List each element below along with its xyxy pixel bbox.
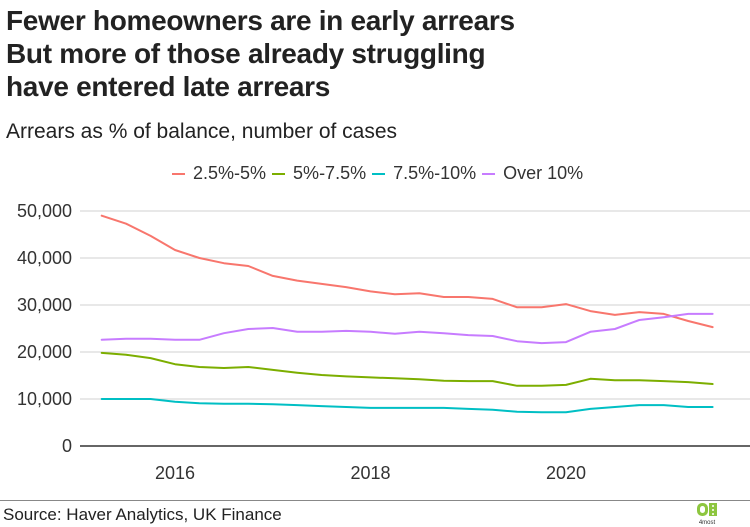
title-line-2: But more of those already struggling xyxy=(6,38,486,69)
legend-label: 2.5%-5% xyxy=(193,163,267,183)
y-tick-label: 40,000 xyxy=(17,248,72,268)
title-line-1: Fewer homeowners are in early arrears xyxy=(6,5,515,36)
line-chart: 0 10,000 20,000 30,000 40,000 50,000 2016 2018 2… xyxy=(17,201,750,483)
legend-label: 7.5%-10% xyxy=(393,163,477,183)
y-tick-label: 30,000 xyxy=(17,295,72,315)
y-tick-label: 20,000 xyxy=(17,342,72,362)
legend-label: 5%-7.5% xyxy=(293,163,367,183)
legend-swatch xyxy=(272,172,286,175)
legend-label: Over 10% xyxy=(503,163,584,183)
legend-item: 5%-7.5% xyxy=(272,163,366,184)
legend-item: Over 10% xyxy=(482,163,583,184)
y-tick-label: 50,000 xyxy=(17,201,72,221)
source-note: Source: Haver Analytics, UK Finance xyxy=(3,505,282,524)
4most-logo: 4most xyxy=(697,503,717,526)
chart-subtitle: Arrears as % of balance, number of cases xyxy=(6,120,398,143)
chart-title: Fewer homeowners are in early arrears Bu… xyxy=(6,4,515,103)
legend-swatch xyxy=(482,172,496,175)
legend: 2.5%-5% 5%-7.5% 7.5%-10% Over 10% xyxy=(172,163,589,184)
series-line-7-5-10- xyxy=(100,398,714,414)
logo-text: 4most xyxy=(699,520,716,526)
title-line-3: have entered late arrears xyxy=(6,71,331,102)
x-tick-label: 2016 xyxy=(155,463,195,483)
y-tick-label: 10,000 xyxy=(17,389,72,409)
y-tick-label: 0 xyxy=(62,436,72,456)
footer-divider xyxy=(0,500,750,501)
legend-swatch xyxy=(372,172,386,175)
x-tick-label: 2018 xyxy=(350,463,390,483)
legend-swatch xyxy=(172,172,185,175)
series-line-2-5-5- xyxy=(100,214,714,329)
series-line-5-7-5- xyxy=(100,351,714,387)
legend-item: 7.5%-10% xyxy=(372,163,476,184)
legend-item: 2.5%-5% xyxy=(172,163,266,184)
x-tick-label: 2020 xyxy=(546,463,586,483)
series-line-over-10- xyxy=(100,312,714,345)
